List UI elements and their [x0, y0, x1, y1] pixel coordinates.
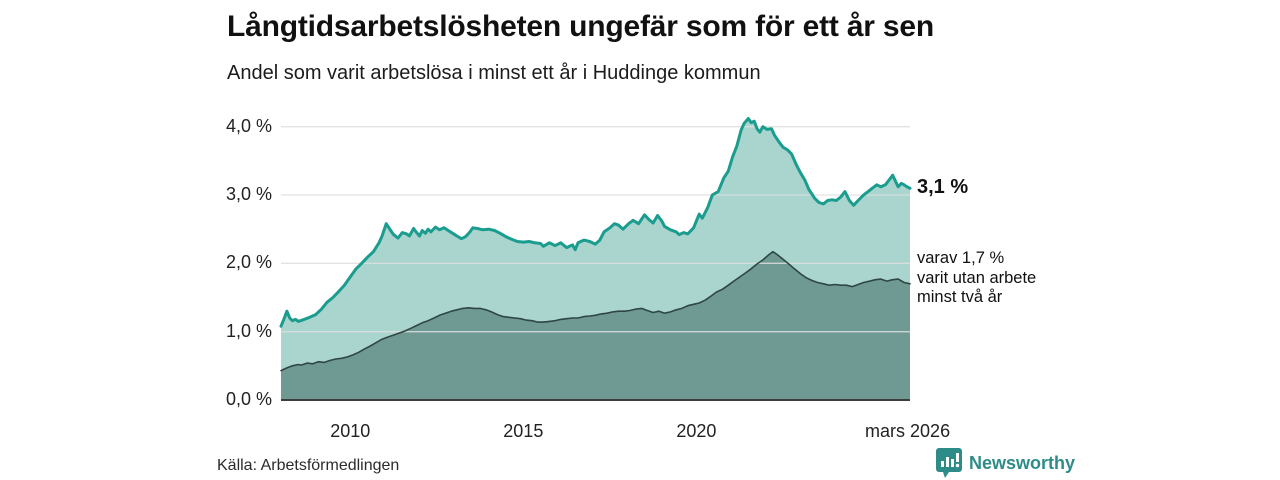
x-tick-label: 2015 [503, 421, 544, 441]
line-series-1 [279, 117, 912, 328]
x-tick-label: 2010 [330, 421, 371, 441]
newsworthy-logo: Newsworthy [936, 448, 1075, 478]
y-tick-label: 1,0 % [225, 320, 272, 341]
y-tick-label: 2,0 % [225, 252, 272, 273]
area-fill-series-2 [281, 251, 910, 400]
chart-subtitle: Andel som varit arbetslösa i minst ett å… [227, 62, 761, 84]
y-tick-label: 3,0 % [225, 184, 272, 204]
secondary-value-line3: minst två år [917, 288, 1003, 306]
secondary-value-line1: varav 1,7 % [917, 249, 1005, 267]
latest-value-label: 3,1 % [917, 176, 969, 198]
x-tick-label: mars 2026 [865, 421, 951, 441]
line-series-2 [280, 250, 911, 372]
y-tick-label: 0,0 % [225, 389, 272, 409]
newsworthy-pin-icon [936, 448, 962, 478]
y-tick-label: 4,0 % [225, 115, 272, 136]
x-tick-label: 2020 [676, 421, 717, 441]
newsworthy-wordmark: Newsworthy [969, 452, 1076, 473]
source-credit: Källa: Arbetsförmedlingen [217, 457, 400, 474]
secondary-value-line2: varit utan arbete [917, 268, 1037, 287]
chart-title: Långtidsarbetslösheten ungefär som för e… [227, 10, 935, 43]
secondary-value-label: varav 1,7 % varit utan arbete minst två … [917, 249, 1036, 308]
